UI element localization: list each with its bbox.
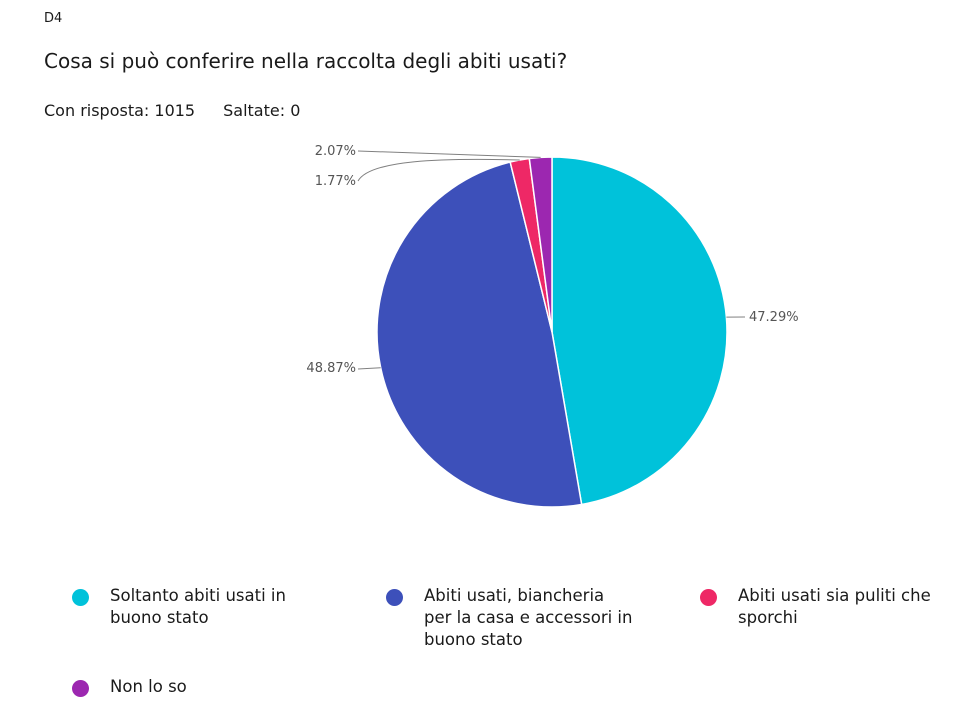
slice-percentage-label: 47.29% <box>749 310 799 325</box>
legend-dot <box>700 589 717 606</box>
leader-line <box>357 367 381 370</box>
legend-label: Abiti usati sia puliti che sporchi <box>738 586 931 627</box>
pie-chart: 47.29% 48.87% 1.77% 2.07% <box>306 144 799 508</box>
leader-line <box>357 158 520 182</box>
leader-line <box>357 150 541 158</box>
slice-biancheria-accessori[interactable] <box>376 161 583 508</box>
slice-percentage-label: 2.07% <box>315 144 356 159</box>
question-title: Cosa si può conferire nella raccolta deg… <box>44 49 568 73</box>
legend-label: Soltanto abiti usati in buono stato <box>110 586 286 627</box>
question-id: D4 <box>44 11 63 26</box>
answered-count: Con risposta: 1015 <box>44 101 196 120</box>
response-stats: Con risposta: 1015 Saltate: 0 <box>44 101 300 120</box>
slice-percentage-label: 1.77% <box>315 174 356 189</box>
skipped-count: Saltate: 0 <box>223 101 301 120</box>
legend-dot <box>72 589 89 606</box>
legend-label: Non lo so <box>110 677 187 696</box>
slice-solo-buono-stato[interactable] <box>551 156 728 506</box>
legend-label: Abiti usati, biancheria per la casa e acc… <box>424 586 633 649</box>
legend-dot <box>386 589 403 606</box>
slice-percentage-label: 48.87% <box>306 361 356 376</box>
legend-dot <box>72 680 89 697</box>
